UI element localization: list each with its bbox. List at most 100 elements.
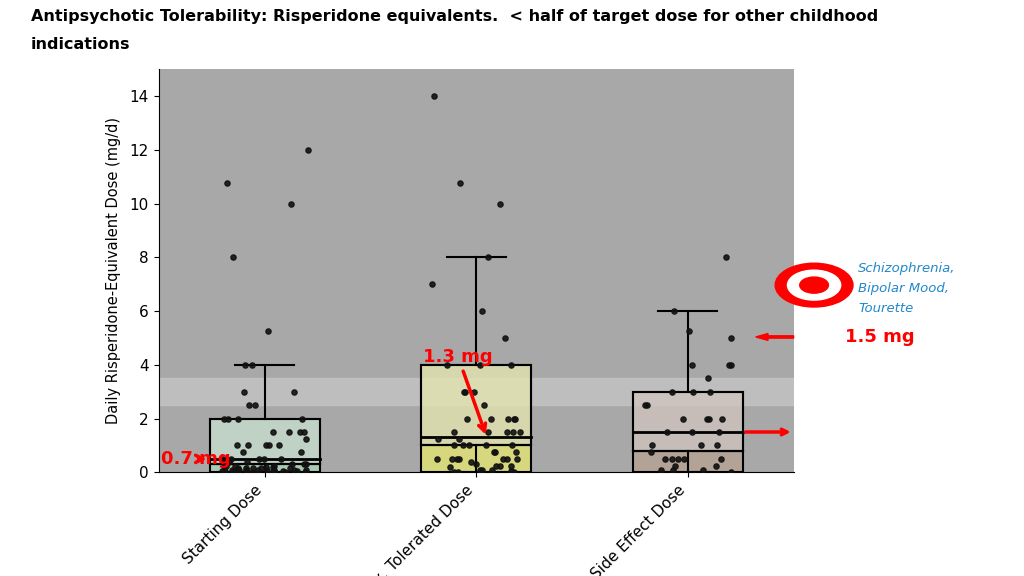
Point (281, 427, 297, 437)
Text: 1.5 mg: 1.5 mg (845, 328, 914, 346)
Point (429, 454, 445, 464)
Point (430, 434, 446, 444)
Point (505, 427, 521, 437)
Point (700, 374, 717, 383)
Point (234, 448, 251, 457)
Bar (633, 392, 742, 451)
Point (298, 434, 314, 444)
Point (468, 460, 484, 469)
Point (500, 414, 516, 423)
Point (495, 454, 511, 464)
Point (700, 414, 717, 423)
Point (506, 414, 522, 423)
Point (260, 441, 276, 450)
Point (266, 465, 283, 474)
Text: Antipsychotic Tolerability: Risperidone equivalents.  < half of target dose for : Antipsychotic Tolerability: Risperidone … (31, 9, 878, 24)
Point (461, 441, 477, 450)
Text: indications: indications (31, 37, 130, 52)
Point (240, 441, 256, 450)
Point (695, 465, 712, 474)
Point (245, 464, 261, 473)
Point (503, 360, 519, 369)
Point (708, 461, 724, 470)
Text: Schizophrenia,: Schizophrenia, (858, 262, 955, 275)
Point (282, 464, 298, 473)
Point (298, 460, 314, 469)
Point (456, 387, 472, 396)
Bar (421, 365, 531, 445)
Point (713, 454, 729, 464)
Point (258, 441, 274, 450)
Point (228, 441, 245, 450)
Point (241, 400, 257, 410)
Point (455, 441, 471, 450)
Bar (210, 419, 319, 464)
Point (228, 465, 245, 474)
Point (486, 448, 503, 457)
Point (266, 461, 283, 470)
Y-axis label: Daily Risperidone-Equivalent Dose (mg/d): Daily Risperidone-Equivalent Dose (mg/d) (106, 118, 122, 424)
Point (723, 334, 739, 343)
Point (723, 360, 739, 369)
Point (230, 465, 247, 474)
Point (298, 465, 314, 474)
Point (258, 463, 274, 472)
Point (238, 464, 254, 473)
Point (450, 454, 466, 464)
Point (504, 441, 520, 450)
Point (710, 441, 726, 450)
Point (239, 465, 255, 474)
Point (284, 460, 300, 469)
Point (658, 427, 675, 437)
Point (479, 253, 496, 262)
Bar (210, 419, 319, 464)
Point (438, 360, 455, 369)
Point (293, 448, 309, 457)
Point (228, 465, 245, 474)
Point (451, 468, 467, 477)
Point (452, 179, 468, 188)
Bar (633, 392, 742, 451)
Point (472, 360, 488, 369)
Point (256, 454, 272, 464)
Point (239, 457, 255, 466)
Point (506, 468, 522, 477)
Point (684, 360, 700, 369)
Text: 1.3 mg: 1.3 mg (423, 348, 493, 431)
Point (284, 199, 300, 208)
Point (676, 454, 692, 464)
Point (426, 92, 442, 101)
Point (218, 461, 234, 470)
Point (486, 448, 503, 457)
Point (499, 427, 515, 437)
Point (484, 465, 501, 474)
Point (457, 387, 473, 396)
Point (721, 360, 737, 369)
Point (680, 327, 696, 336)
Point (714, 414, 730, 423)
Point (480, 427, 497, 437)
Text: 0.7 mg: 0.7 mg (161, 450, 230, 468)
Point (698, 414, 715, 423)
Point (445, 468, 462, 477)
Point (250, 465, 266, 474)
Point (225, 467, 242, 476)
Point (220, 457, 237, 466)
Point (253, 464, 269, 473)
Point (218, 179, 234, 188)
Point (442, 463, 459, 472)
Point (294, 414, 310, 423)
Point (507, 414, 523, 423)
Point (667, 461, 683, 470)
Point (238, 465, 254, 474)
Point (638, 400, 654, 410)
Point (445, 441, 462, 450)
Point (667, 306, 683, 316)
Point (214, 467, 230, 476)
Point (272, 454, 289, 464)
Point (657, 454, 674, 464)
Bar (421, 445, 531, 472)
Point (482, 414, 499, 423)
Point (216, 414, 232, 423)
Point (300, 145, 316, 154)
